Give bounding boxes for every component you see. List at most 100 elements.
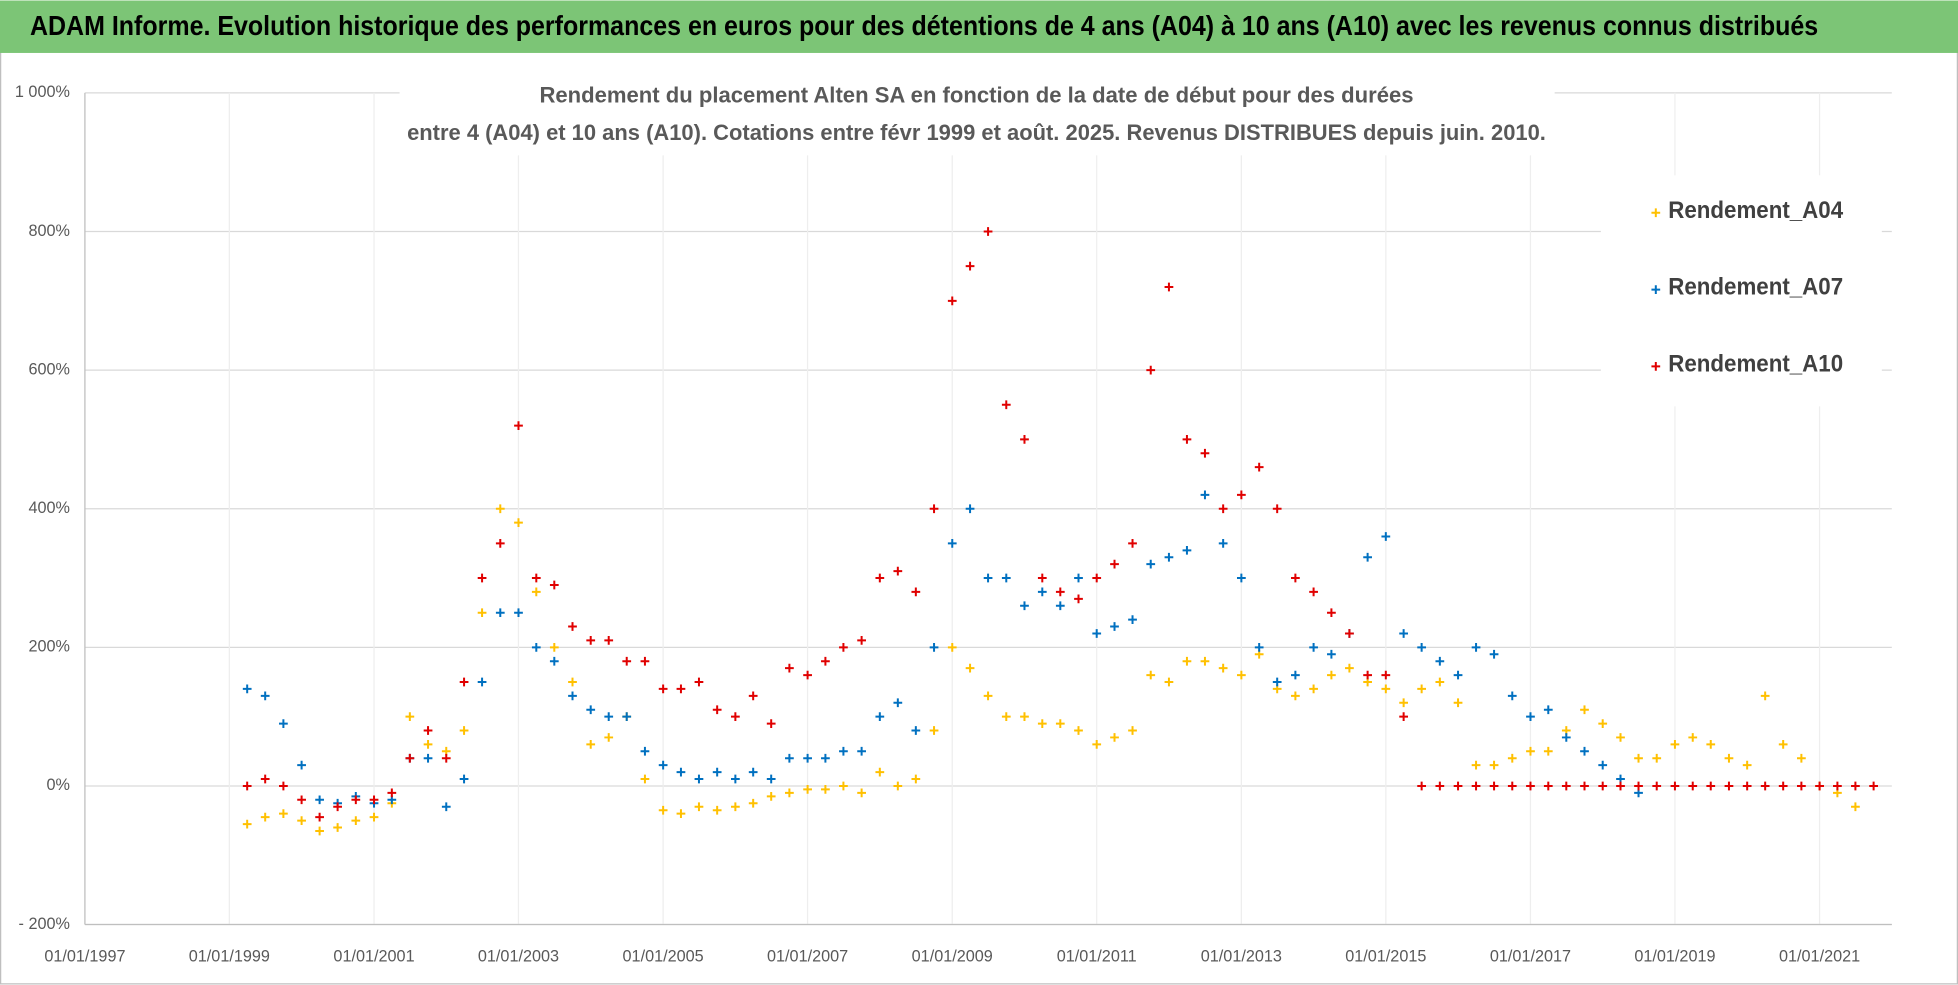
point xyxy=(1670,781,1680,791)
point xyxy=(1526,746,1535,756)
point xyxy=(1055,587,1065,597)
y-tick-label: 200% xyxy=(28,638,69,656)
point xyxy=(333,823,342,832)
y-tick-label: - 200% xyxy=(19,915,70,933)
point xyxy=(477,677,487,687)
point xyxy=(803,670,812,680)
point xyxy=(1345,663,1354,673)
point xyxy=(1128,615,1137,624)
point xyxy=(260,691,270,701)
point xyxy=(1580,705,1589,715)
point xyxy=(694,774,704,784)
point xyxy=(441,802,451,812)
point xyxy=(1616,781,1625,791)
point xyxy=(1381,684,1391,694)
x-tick-label: 01/01/2017 xyxy=(1490,947,1571,965)
point xyxy=(1309,587,1318,597)
point xyxy=(1182,545,1192,555)
point xyxy=(803,785,812,794)
point xyxy=(748,767,758,777)
point xyxy=(549,580,559,590)
point xyxy=(730,712,740,722)
title-box xyxy=(399,72,1555,156)
point xyxy=(1291,691,1300,701)
point xyxy=(1598,760,1608,770)
point xyxy=(531,573,541,583)
point xyxy=(1200,448,1210,458)
point xyxy=(604,636,614,645)
point xyxy=(1001,712,1011,722)
point xyxy=(658,760,668,770)
point xyxy=(658,684,668,694)
point xyxy=(495,504,505,514)
point xyxy=(1074,573,1083,583)
point xyxy=(405,712,415,722)
point xyxy=(748,691,758,701)
point xyxy=(965,261,975,271)
point xyxy=(531,587,541,597)
point xyxy=(857,746,866,756)
point xyxy=(568,622,577,631)
point xyxy=(983,227,993,236)
point xyxy=(911,726,921,735)
point xyxy=(1869,781,1878,791)
point xyxy=(839,746,848,756)
point xyxy=(514,608,523,618)
point xyxy=(549,656,559,666)
x-tick-label: 01/01/2013 xyxy=(1201,947,1282,965)
point xyxy=(1688,733,1698,742)
x-tick-label: 01/01/2009 xyxy=(912,947,993,965)
point xyxy=(495,539,505,548)
point xyxy=(1381,670,1391,680)
point xyxy=(423,753,433,763)
point xyxy=(1182,435,1192,444)
point xyxy=(1507,753,1517,763)
point xyxy=(315,826,324,836)
point xyxy=(676,684,686,694)
point xyxy=(477,573,487,583)
point xyxy=(514,518,523,527)
point xyxy=(929,504,939,514)
point xyxy=(1742,781,1752,791)
point xyxy=(1381,532,1391,541)
point xyxy=(279,719,288,728)
point xyxy=(586,739,596,749)
point xyxy=(839,642,848,652)
point xyxy=(730,802,740,812)
point xyxy=(260,812,270,822)
point xyxy=(640,774,650,784)
point xyxy=(839,781,848,791)
point xyxy=(1526,712,1535,722)
point xyxy=(1616,733,1625,742)
point xyxy=(1435,677,1445,687)
point xyxy=(1020,601,1029,611)
point xyxy=(1471,642,1481,652)
point xyxy=(911,774,921,784)
header-title: ADAM Informe. Evolution historique des p… xyxy=(30,10,1818,41)
point xyxy=(1453,781,1463,791)
point xyxy=(1580,781,1589,791)
point xyxy=(1128,539,1137,548)
x-tick-label: 01/01/2011 xyxy=(1057,947,1137,965)
point xyxy=(1327,608,1336,618)
point xyxy=(1327,649,1336,659)
point xyxy=(640,746,650,756)
point xyxy=(1399,698,1408,708)
point xyxy=(676,767,686,777)
point xyxy=(766,774,776,784)
point xyxy=(1254,642,1264,652)
x-tick-label: 01/01/2015 xyxy=(1345,947,1426,965)
point xyxy=(983,573,993,583)
point xyxy=(586,636,596,645)
point xyxy=(405,753,415,763)
point xyxy=(1074,594,1083,604)
point xyxy=(315,795,324,805)
point xyxy=(1471,781,1481,791)
point xyxy=(1435,656,1445,666)
point xyxy=(1291,670,1300,680)
point xyxy=(766,791,776,801)
point xyxy=(1218,663,1228,673)
point xyxy=(1670,739,1680,749)
